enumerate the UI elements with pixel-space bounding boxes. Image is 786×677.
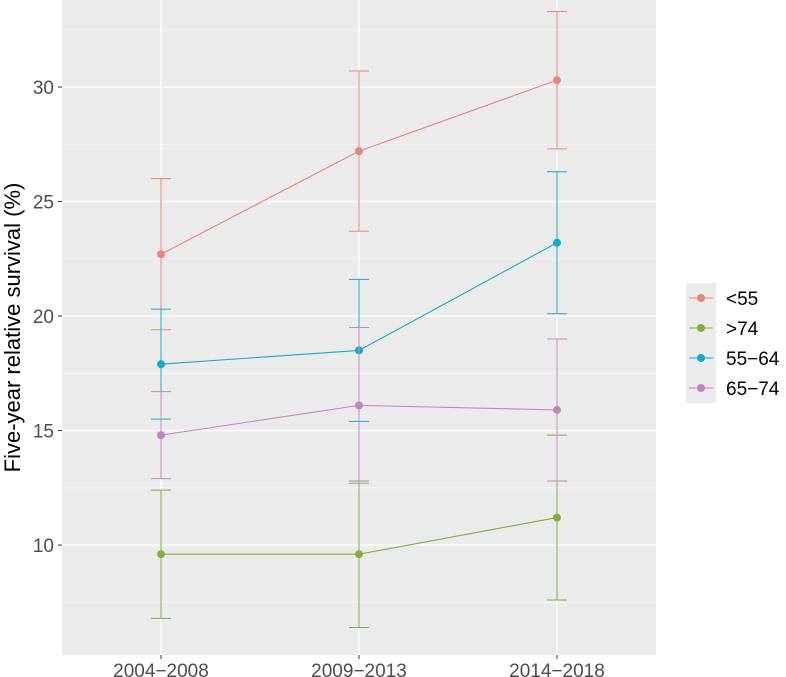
data-point [157,360,165,369]
data-point [553,76,561,85]
legend-marker [697,384,705,392]
y-tick-label: 15 [33,422,54,443]
data-point [553,238,561,247]
y-axis-title: Five-year relative survival (%) [0,183,25,473]
x-tick-label: 2004−2008 [113,661,209,677]
y-axis-ticks: 10 15 20 25 30 [33,78,62,557]
legend-item: 55−64 [689,349,780,370]
legend-item: 65−74 [689,379,780,400]
legend-label: >74 [726,319,759,340]
y-tick-label: 25 [33,193,54,214]
legend-marker [697,354,705,362]
legend-marker [697,324,705,332]
series-layer [151,10,567,629]
data-point [553,405,561,414]
series-group [151,10,567,331]
y-tick-label: 10 [33,536,54,557]
data-point [355,550,363,559]
x-tick-label: 2014−2018 [509,661,605,677]
legend-item: >74 [689,319,759,340]
legend: <55 >74 55−64 65−74 [686,283,780,403]
legend-label: 65−74 [726,379,780,400]
y-tick-label: 20 [33,307,54,328]
x-tick-label: 2009−2013 [311,661,407,677]
legend-label: <55 [726,289,758,310]
data-point [157,431,165,440]
data-point [355,401,363,410]
series-group [151,327,567,484]
legend-key-background [686,283,716,403]
legend-label: 55−64 [726,349,780,370]
legend-marker [697,294,705,302]
y-tick-label: 30 [33,78,54,99]
data-point [553,513,561,522]
data-point [157,250,165,259]
series-group [151,434,567,629]
data-point [157,550,165,559]
legend-item: <55 [689,289,758,310]
data-point [355,147,363,156]
x-axis-ticks: 2004−2008 2009−2013 2014−2018 [113,655,605,677]
